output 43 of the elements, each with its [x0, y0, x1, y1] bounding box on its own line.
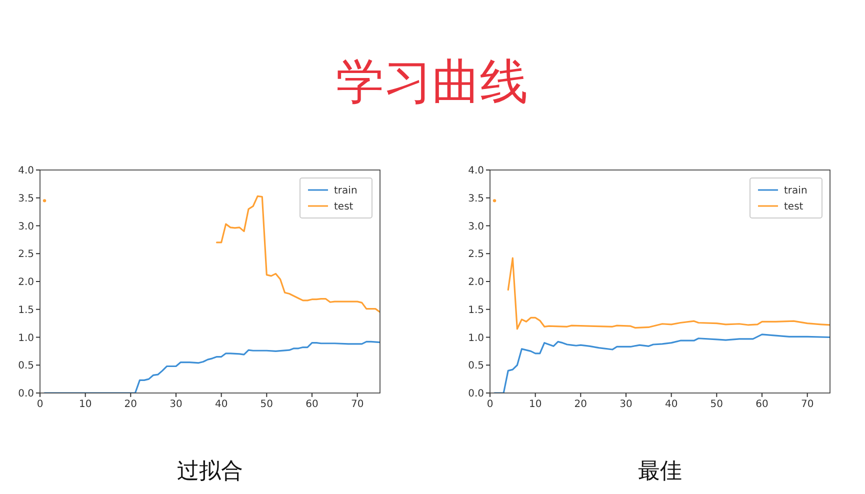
x-tick-label: 0 — [486, 399, 494, 410]
y-tick-label: 4.0 — [468, 166, 484, 176]
text: 学习曲线 — [336, 54, 528, 110]
y-tick-label: 0.5 — [468, 360, 484, 372]
y-tick-label: 3.5 — [18, 193, 34, 204]
x-tick-label: 20 — [124, 399, 138, 410]
x-tick-label: 50 — [710, 399, 724, 410]
x-axis-title: 过拟合 — [177, 459, 243, 484]
y-tick-label: 2.5 — [18, 249, 34, 260]
y-tick-label: 3.0 — [468, 221, 484, 232]
x-tick-label: 70 — [350, 399, 364, 410]
y-tick-label: 0.0 — [18, 388, 34, 400]
x-tick-label: 10 — [78, 399, 92, 410]
x-tick-label: 50 — [260, 399, 274, 410]
y-tick-label: 1.5 — [468, 304, 484, 316]
x-tick-label: 0 — [36, 399, 44, 410]
y-tick-label: 1.0 — [468, 332, 484, 344]
y-tick-label: 2.0 — [18, 277, 34, 288]
line-series — [494, 334, 830, 393]
legend-label: test — [334, 202, 354, 212]
line-series — [44, 340, 380, 393]
x-tick-label: 10 — [528, 399, 542, 410]
x-tick-label: 40 — [214, 399, 228, 410]
legend-label: train — [784, 186, 808, 196]
x-tick-label: 60 — [306, 399, 318, 410]
legend-label: test — [784, 202, 804, 212]
x-tick-label: 30 — [170, 399, 182, 410]
x-tick-label: 70 — [800, 399, 814, 410]
x-tick-label: 20 — [574, 399, 588, 410]
x-axis-title: 最佳 — [638, 459, 682, 484]
y-tick-label: 0.5 — [18, 360, 34, 372]
x-tick-label: 30 — [620, 399, 632, 410]
legend-label: train — [334, 186, 358, 196]
y-tick-label: 2.5 — [468, 249, 484, 260]
y-tick-label: 3.5 — [468, 193, 484, 204]
y-tick-label: 4.0 — [18, 166, 34, 176]
y-tick-label: 2.0 — [468, 277, 484, 288]
y-tick-label: 0.0 — [468, 388, 484, 400]
y-tick-label: 1.0 — [18, 332, 34, 344]
y-tick-label: 3.0 — [18, 221, 34, 232]
y-tick-label: 1.5 — [18, 304, 34, 316]
x-tick-label: 60 — [756, 399, 768, 410]
x-tick-label: 40 — [664, 399, 678, 410]
